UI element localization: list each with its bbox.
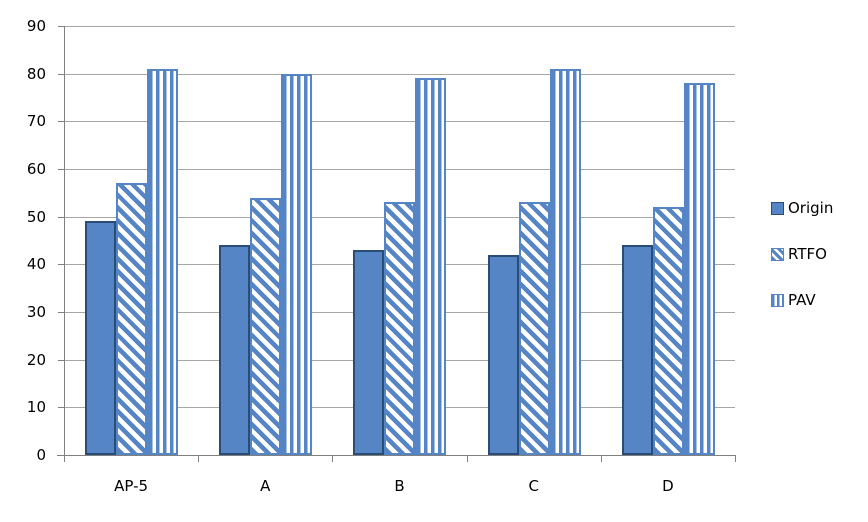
y-tick [58, 121, 64, 123]
x-tick-label: D [662, 477, 674, 495]
y-tick-label: 20 [26, 350, 46, 369]
x-tick [600, 455, 602, 462]
x-tick [332, 455, 334, 462]
y-tick [58, 359, 64, 361]
bar-pav [683, 83, 715, 455]
bar-rtfo [518, 202, 550, 455]
legend-label: RTFO [788, 245, 827, 263]
legend: Origin RTFO PAV [771, 198, 833, 336]
x-tick [466, 455, 468, 462]
y-gridline [64, 26, 735, 27]
y-tick-label: 90 [26, 17, 46, 35]
x-axis-line [57, 455, 735, 456]
x-tick-label: C [528, 477, 539, 495]
y-tick [58, 407, 64, 409]
legend-marker-origin-icon [771, 201, 784, 215]
legend-item: RTFO [771, 244, 833, 264]
bar-origin [487, 254, 519, 455]
bar-origin [219, 245, 251, 455]
y-tick [58, 216, 64, 218]
y-gridline [64, 169, 735, 170]
y-tick [58, 312, 64, 313]
y-tick [58, 264, 64, 266]
y-tick-label: 60 [26, 160, 46, 178]
bar-origin [353, 250, 385, 455]
legend-item: Origin [771, 198, 833, 218]
bar-origin [621, 245, 653, 455]
legend-label: PAV [788, 291, 816, 309]
x-tick-label: A [260, 477, 271, 495]
legend-label: Origin [788, 199, 834, 217]
y-tick-label: 50 [26, 207, 46, 226]
legend-item: PAV [771, 290, 833, 310]
y-tick-label: 30 [26, 303, 46, 321]
bar-rtfo [384, 202, 416, 455]
bar-rtfo [116, 183, 147, 455]
bar-pav [549, 68, 581, 455]
legend-marker-rtfo-icon [771, 247, 784, 261]
legend-marker-pav-icon [771, 293, 784, 307]
y-gridline [64, 121, 735, 123]
x-tick [64, 455, 65, 462]
y-axis-line [64, 26, 65, 462]
x-tick [735, 455, 736, 462]
y-tick-label: 80 [26, 64, 46, 83]
x-tick [198, 455, 200, 462]
y-tick-label: 10 [26, 398, 46, 417]
y-tick-label: 0 [36, 446, 46, 464]
y-tick [58, 73, 64, 75]
y-tick [58, 169, 64, 170]
bar-pav [281, 73, 313, 455]
x-tick-label: AP-5 [114, 477, 149, 495]
x-tick-label: B [394, 477, 405, 495]
bar-rtfo [250, 197, 282, 455]
bar-origin [85, 221, 116, 455]
bar-pav [415, 78, 447, 455]
y-gridline [64, 73, 735, 75]
y-tick-label: 70 [26, 112, 46, 131]
y-tick-label: 40 [26, 255, 46, 274]
y-tick [58, 26, 64, 27]
bar-pav [147, 68, 178, 455]
bar-rtfo [652, 207, 684, 455]
